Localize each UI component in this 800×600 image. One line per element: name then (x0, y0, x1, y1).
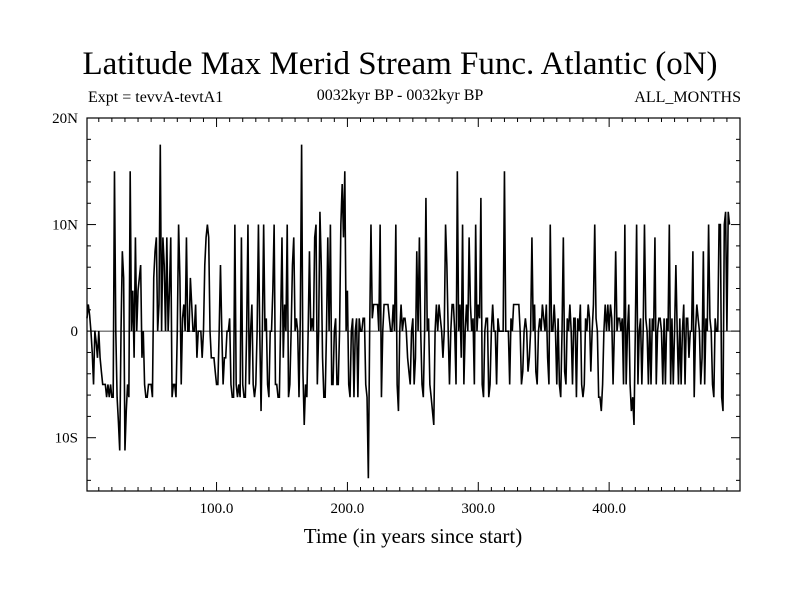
chart-title: Latitude Max Merid Stream Func. Atlantic… (82, 46, 718, 82)
series-layer (86, 144, 731, 479)
x-tick-label: 200.0 (331, 501, 365, 517)
y-tick-label: 0 (71, 324, 79, 340)
plot-frame (86, 117, 741, 492)
season-label: ALL_MONTHS (634, 89, 741, 106)
period-label: 0032kyr BP - 0032kyr BP (316, 87, 484, 104)
x-tick-label: 400.0 (592, 501, 626, 517)
y-tick-label: 10N (52, 218, 78, 234)
experiment-label: Expt = tevvA-tevtA1 (88, 89, 224, 106)
y-tick-label: 20N (52, 111, 78, 127)
x-tick-label: 300.0 (461, 501, 495, 517)
x-axis-label: Time (in years since start) (303, 524, 523, 548)
axis-tick-labels: 100.0 200.0 300.0 400.0 20N 10N 0 10S (52, 111, 626, 517)
x-tick-label: 100.0 (200, 501, 234, 517)
axis-ticks (87, 117, 740, 491)
series-line-0 (86, 144, 731, 479)
y-tick-label: 10S (55, 431, 78, 447)
